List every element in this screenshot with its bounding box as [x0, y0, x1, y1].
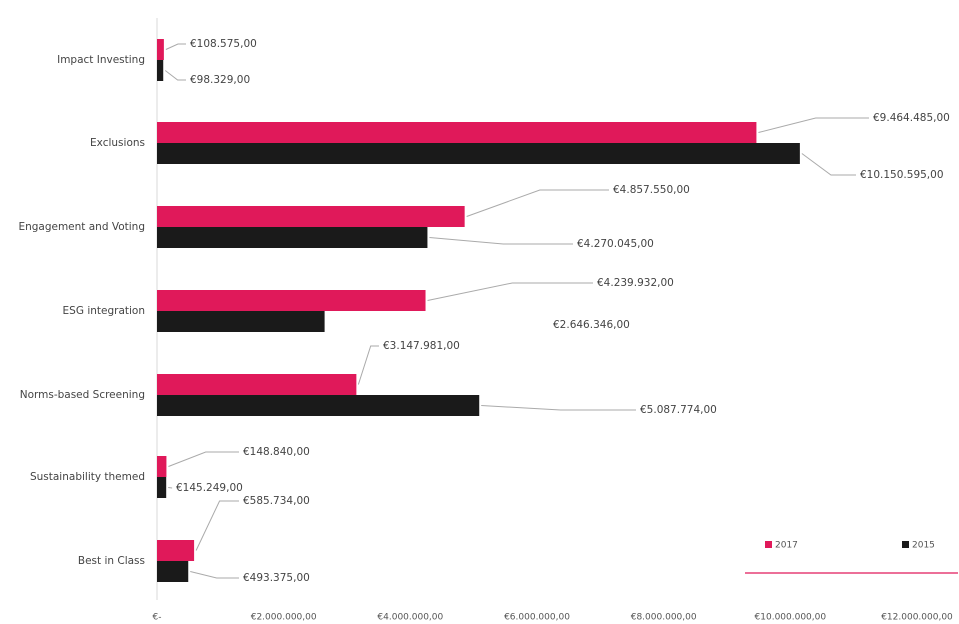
x-tick-label: €-: [153, 613, 162, 623]
x-tick-label: €12.000.000,00: [881, 613, 953, 623]
category-label: Impact Investing: [57, 54, 145, 66]
bar: [157, 206, 465, 227]
value-label: €4.239.932,00: [597, 277, 674, 289]
bar: [157, 122, 757, 143]
bar: [157, 456, 167, 477]
bar: [157, 374, 357, 395]
leader-line: [357, 345, 379, 385]
leader-line: [427, 282, 593, 301]
leader-line: [168, 451, 239, 467]
legend-swatch: [765, 541, 772, 548]
x-tick-label: €10.000.000,00: [755, 613, 827, 623]
x-tick-label: €4.000.000,00: [377, 613, 443, 623]
category-label: Norms-based Screening: [20, 389, 145, 401]
value-label: €493.375,00: [243, 572, 310, 584]
leader-line: [195, 500, 239, 551]
leader-line: [190, 571, 239, 579]
value-label: €108.575,00: [190, 38, 257, 50]
category-label: Engagement and Voting: [18, 221, 145, 233]
x-tick-label: €6.000.000,00: [504, 613, 570, 623]
bar: [157, 60, 164, 81]
value-label: €145.249,00: [176, 482, 243, 494]
category-label: Exclusions: [90, 137, 145, 149]
leader-line: [429, 237, 573, 245]
leader-line: [481, 405, 636, 411]
value-label: €2.646.346,00: [553, 319, 630, 331]
value-label: €10.150.595,00: [860, 169, 944, 181]
legend-swatch: [902, 541, 909, 548]
bar: [157, 290, 426, 311]
value-label: €3.147.981,00: [383, 340, 460, 352]
value-label: €4.857.550,00: [613, 184, 690, 196]
bar: [157, 227, 428, 248]
value-label: €4.270.045,00: [577, 238, 654, 250]
leader-line: [801, 153, 856, 176]
leader-line: [466, 189, 609, 217]
x-tick-label: €8.000.000,00: [631, 613, 697, 623]
bar: [157, 540, 195, 561]
bar: [157, 395, 480, 416]
leader-line: [164, 70, 186, 81]
value-label: €5.087.774,00: [640, 404, 717, 416]
bar: [157, 39, 164, 60]
x-tick-label: €2.000.000,00: [251, 613, 317, 623]
leader-line: [165, 43, 186, 50]
category-label: Best in Class: [78, 555, 145, 567]
legend-label: 2017: [775, 541, 798, 551]
bar: [157, 477, 167, 498]
leader-line: [758, 117, 869, 133]
value-label: €148.840,00: [243, 446, 310, 458]
leader-line: [168, 487, 173, 489]
bar: [157, 561, 189, 582]
value-label: €98.329,00: [190, 74, 250, 86]
legend-label: 2015: [912, 541, 935, 551]
category-label: ESG integration: [63, 305, 145, 317]
bar: [157, 143, 800, 164]
value-label: €9.464.485,00: [873, 112, 950, 124]
value-label: €585.734,00: [243, 495, 310, 507]
category-label: Sustainability themed: [30, 471, 145, 483]
bar: [157, 311, 325, 332]
